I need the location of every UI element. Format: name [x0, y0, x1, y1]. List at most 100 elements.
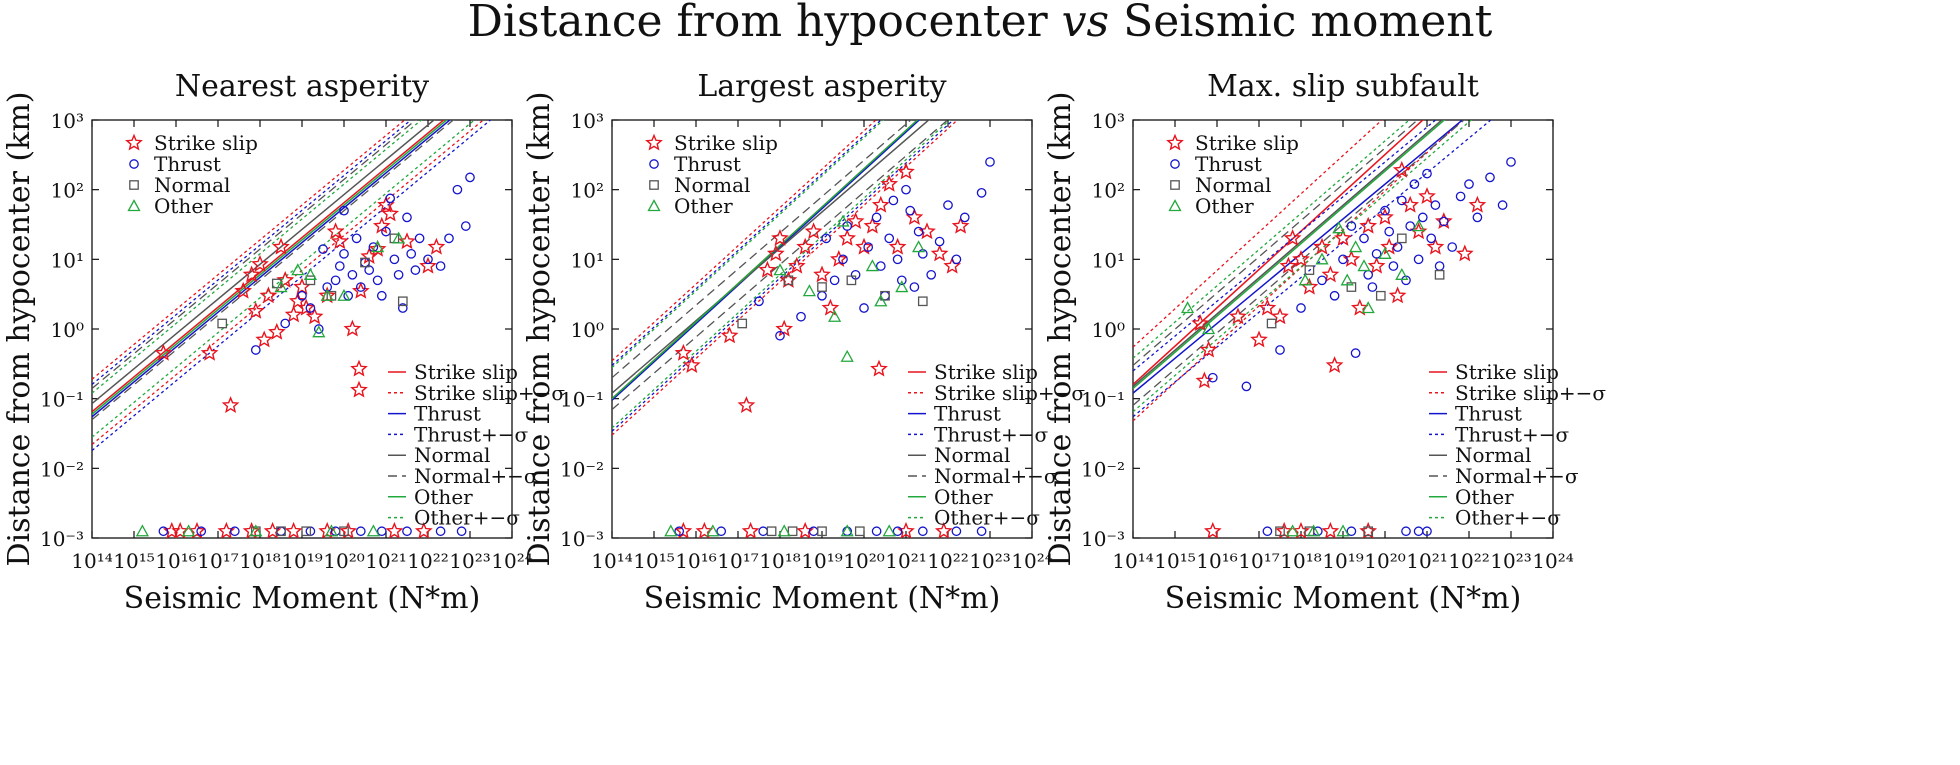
point-thrust	[1455, 191, 1466, 202]
panel-2: Largest asperity 10¹⁴ 10¹⁵ 10¹⁶ 10¹⁷ 10¹⁸ 10¹⁹…	[522, 69, 1085, 616]
point-thrust	[1438, 216, 1449, 227]
point-strike-slip	[1434, 212, 1453, 229]
point-other	[895, 280, 909, 293]
x-axis-label: Seismic Moment (N*m)	[644, 581, 1001, 616]
point-thrust	[1359, 233, 1369, 244]
point-thrust	[1329, 290, 1340, 301]
point-thrust	[901, 184, 911, 195]
point-strike-slip	[758, 260, 777, 278]
point-normal	[766, 526, 777, 537]
point-strike-slip	[1250, 330, 1268, 348]
point-thrust	[829, 275, 840, 286]
point-thrust	[435, 261, 446, 271]
y-tick-label: 10¹	[51, 248, 84, 272]
legend-label: Normal	[674, 173, 750, 197]
point-other	[1202, 322, 1216, 335]
point-strike-slip	[934, 521, 953, 538]
x-tick-label: 10²⁴	[1011, 549, 1052, 573]
point-strike-slip	[674, 343, 693, 361]
point-strike-slip	[246, 301, 265, 319]
panel-title: Max. slip subfault	[1207, 69, 1479, 104]
point-thrust	[414, 233, 425, 244]
point-other	[1340, 273, 1354, 286]
point-thrust	[909, 282, 920, 292]
point-strike-slip	[188, 521, 206, 538]
point-other	[1378, 246, 1392, 259]
point-other	[1336, 524, 1350, 537]
point-strike-slip	[1418, 187, 1436, 204]
legend-label: Normal+−σ	[1455, 464, 1579, 488]
point-other	[1357, 259, 1371, 272]
point-thrust	[318, 244, 328, 255]
x-tick-label: 10¹⁸	[1280, 549, 1321, 573]
point-strike-slip	[288, 291, 307, 309]
point-strike-slip	[829, 250, 848, 267]
point-thrust	[250, 345, 261, 355]
point-thrust	[796, 311, 806, 322]
point-other	[312, 325, 326, 338]
point-strike-slip	[1321, 265, 1340, 283]
x-tick-label: 10¹⁶	[155, 549, 196, 573]
legend-label: Thrust	[674, 152, 741, 176]
fit-line-thrust	[92, 120, 451, 418]
point-strike-slip	[863, 216, 882, 234]
point-strike-slip	[1279, 256, 1298, 274]
point-strike-slip	[880, 174, 899, 192]
point-strike-slip	[737, 396, 756, 413]
legend-label: Other+−σ	[934, 506, 1040, 530]
x-tick-label: 10¹⁹	[1322, 549, 1363, 573]
point-strike-slip	[234, 281, 253, 299]
x-axis-label: Seismic Moment (N*m)	[124, 581, 481, 616]
point-normal	[1275, 526, 1285, 537]
fit-line-strike-slip	[92, 120, 406, 380]
point-strike-slip	[1199, 340, 1218, 358]
point-other	[1315, 252, 1329, 265]
point-strike-slip	[838, 229, 857, 246]
legend-label: Strike slip+−σ	[934, 381, 1085, 405]
point-strike-slip	[427, 237, 446, 255]
y-tick-label: 10²	[51, 179, 84, 203]
point-thrust	[892, 526, 903, 537]
legend-label: Strike slip	[1455, 360, 1559, 384]
x-tick-label: 10²⁴	[491, 549, 532, 573]
fit-line-strike-slip	[1133, 120, 1383, 348]
y-tick-label: 10⁻¹	[560, 388, 604, 412]
y-tick-label: 10⁻²	[1081, 457, 1125, 481]
point-thrust	[1413, 254, 1424, 265]
point-thrust	[397, 303, 408, 313]
point-thrust	[943, 200, 953, 210]
x-tick-label: 10¹⁵	[113, 549, 154, 573]
point-other	[1286, 524, 1300, 537]
x-tick-label: 10¹⁵	[633, 549, 674, 573]
point-thrust	[423, 254, 433, 265]
point-normal	[217, 318, 228, 329]
point-thrust	[871, 212, 882, 223]
point-strike-slip	[720, 326, 739, 344]
point-thrust	[951, 526, 962, 537]
point-thrust	[229, 526, 240, 537]
point-thrust	[385, 193, 396, 204]
point-thrust	[389, 254, 400, 265]
x-tick-label: 10¹⁵	[1154, 549, 1195, 573]
point-normal	[271, 278, 282, 289]
point-strike-slip	[259, 286, 278, 304]
point-normal	[1346, 282, 1357, 292]
point-thrust	[1367, 282, 1378, 292]
point-thrust	[297, 290, 307, 301]
point-other	[840, 524, 854, 537]
legend-label: Other+−σ	[414, 506, 520, 530]
point-thrust	[1371, 248, 1382, 259]
y-axis-label: Distance from hypocenter (km)	[522, 91, 557, 566]
legend-label: Other	[1195, 194, 1254, 218]
y-tick-label: 10⁻³	[560, 527, 604, 551]
legend-label: Other	[934, 485, 993, 509]
point-other	[392, 231, 406, 244]
point-normal	[846, 275, 857, 286]
point-strike-slip	[297, 298, 316, 316]
point-strike-slip	[385, 521, 404, 538]
